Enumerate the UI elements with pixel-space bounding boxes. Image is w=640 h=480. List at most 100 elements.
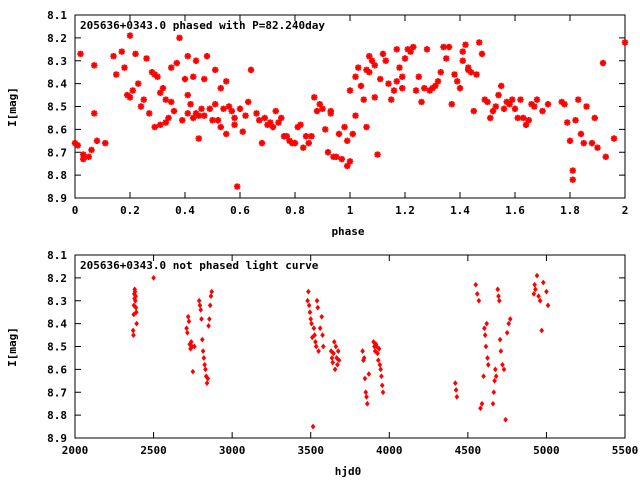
data-point [360, 96, 367, 103]
data-point [236, 105, 244, 112]
data-point [314, 297, 320, 304]
data-point [501, 366, 507, 373]
data-point [217, 85, 224, 92]
data-point [332, 366, 338, 373]
data-point [410, 43, 417, 51]
data-point [333, 153, 340, 161]
data-point [328, 348, 334, 354]
data-point [316, 101, 323, 108]
data-point [133, 309, 139, 316]
data-point [242, 112, 249, 119]
data-point [495, 286, 501, 293]
data-point [126, 32, 134, 39]
data-point [539, 327, 545, 334]
data-point [316, 348, 321, 354]
data-point [511, 105, 519, 112]
data-point [379, 382, 385, 389]
data-point [173, 59, 180, 67]
data-point [302, 133, 310, 140]
x-tick-label: 0.6 [230, 204, 250, 217]
data-point [456, 85, 464, 92]
data-point [352, 112, 359, 119]
data-point [452, 380, 458, 386]
y-tick-label: 8.9 [47, 192, 67, 205]
data-point [393, 46, 400, 53]
data-point [462, 41, 469, 48]
data-point [118, 48, 125, 55]
data-point [184, 52, 191, 60]
data-point [330, 359, 336, 366]
data-point [331, 350, 336, 357]
data-point [344, 137, 351, 145]
data-point [190, 114, 197, 122]
data-points [130, 272, 551, 430]
data-point [377, 361, 383, 368]
data-point [522, 121, 530, 128]
data-point [234, 183, 241, 190]
data-point [479, 400, 485, 407]
data-point [454, 393, 460, 400]
x-tick-label: 1.2 [395, 204, 415, 217]
data-point [451, 71, 458, 78]
data-point [485, 355, 490, 361]
data-point [368, 57, 376, 64]
data-point [331, 339, 337, 345]
tick-labels: 0 0.2 0.4 0.6 0.8 1 1.2 1.4 1.6 1.8 2 8.1 8.2 8.3 8.4 8… [47, 9, 628, 217]
x-tick-label: 1.6 [505, 204, 525, 217]
x-tick-label: 0.8 [285, 204, 305, 217]
data-point [322, 126, 329, 133]
data-point [473, 71, 480, 78]
data-point [334, 355, 339, 361]
data-point [572, 117, 579, 124]
x-tick-label: 1.8 [560, 204, 580, 217]
data-point [253, 110, 260, 117]
data-point [506, 101, 513, 108]
data-point [170, 107, 178, 115]
data-point [371, 62, 378, 69]
data-point [143, 55, 150, 62]
data-point [377, 75, 384, 83]
data-point [200, 348, 206, 354]
data-point [569, 176, 576, 183]
data-point [493, 373, 499, 380]
data-point [362, 375, 368, 382]
y-tick-label: 8.8 [47, 169, 67, 182]
data-point [198, 307, 204, 313]
data-point [192, 343, 197, 350]
data-point [399, 73, 406, 80]
data-point [575, 96, 582, 103]
data-points [71, 32, 629, 190]
x-tick-label: 3500 [297, 444, 324, 457]
data-point [131, 332, 136, 338]
data-point [197, 302, 203, 309]
data-point [599, 59, 607, 67]
data-point [157, 121, 164, 128]
x-axis-label: hjd0 [335, 465, 362, 478]
data-point [531, 103, 538, 110]
data-point [206, 323, 211, 329]
data-point [482, 325, 487, 332]
data-point [261, 114, 268, 122]
data-point [187, 101, 194, 108]
data-point [610, 135, 618, 142]
y-tick-label: 8.6 [47, 363, 67, 376]
axis-ticks [74, 254, 626, 439]
data-point [317, 325, 323, 332]
data-point [437, 68, 444, 76]
x-tick-label: 5000 [533, 444, 560, 457]
data-point [157, 89, 164, 96]
data-point [434, 78, 442, 85]
data-point [283, 133, 290, 140]
data-point [110, 52, 117, 60]
data-point [492, 377, 497, 384]
data-point [483, 343, 489, 350]
data-point [533, 286, 538, 293]
data-point [198, 105, 205, 112]
data-point [85, 153, 92, 161]
data-point [313, 343, 319, 350]
data-point [319, 313, 325, 320]
data-point [385, 80, 392, 87]
data-point [533, 96, 541, 103]
data-point [209, 288, 215, 295]
data-point [202, 361, 207, 368]
